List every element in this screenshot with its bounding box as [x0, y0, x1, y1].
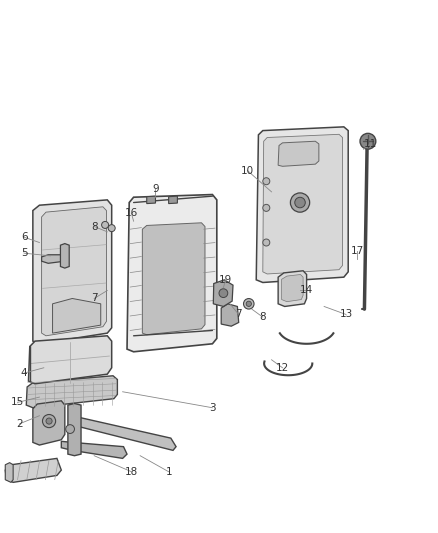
Circle shape — [66, 425, 74, 433]
Polygon shape — [169, 196, 177, 204]
Polygon shape — [61, 441, 127, 458]
Circle shape — [263, 239, 270, 246]
Text: 16: 16 — [125, 208, 138, 218]
Text: 11: 11 — [364, 139, 377, 149]
Circle shape — [246, 301, 251, 306]
Text: 5: 5 — [21, 248, 28, 258]
Circle shape — [295, 197, 305, 208]
Text: 19: 19 — [219, 275, 232, 285]
Text: 6: 6 — [21, 232, 28, 242]
Text: 9: 9 — [152, 184, 159, 194]
Circle shape — [263, 177, 270, 185]
Text: 1: 1 — [165, 467, 172, 477]
Text: 13: 13 — [339, 310, 353, 319]
Polygon shape — [26, 376, 117, 408]
Polygon shape — [5, 458, 61, 482]
Polygon shape — [42, 207, 106, 336]
Circle shape — [219, 289, 228, 297]
Text: 8: 8 — [91, 222, 98, 231]
Text: 8: 8 — [259, 312, 266, 322]
Circle shape — [42, 415, 56, 427]
Text: 10: 10 — [241, 166, 254, 175]
Polygon shape — [33, 200, 112, 344]
Text: 4: 4 — [21, 368, 28, 378]
Polygon shape — [68, 403, 81, 456]
Text: 7: 7 — [91, 294, 98, 303]
Circle shape — [46, 418, 52, 424]
Polygon shape — [142, 223, 205, 335]
Circle shape — [108, 224, 115, 232]
Text: 18: 18 — [125, 467, 138, 477]
Text: 2: 2 — [16, 419, 23, 429]
Polygon shape — [221, 304, 239, 326]
Polygon shape — [147, 196, 155, 204]
Circle shape — [290, 193, 310, 212]
Text: 15: 15 — [11, 398, 24, 407]
Polygon shape — [42, 255, 65, 263]
Polygon shape — [213, 280, 233, 306]
Text: 3: 3 — [209, 403, 216, 413]
Polygon shape — [263, 134, 343, 274]
Text: 14: 14 — [300, 286, 313, 295]
Polygon shape — [278, 271, 307, 306]
Circle shape — [102, 221, 109, 229]
Polygon shape — [127, 195, 217, 352]
Text: 7: 7 — [235, 310, 242, 319]
Polygon shape — [53, 298, 101, 333]
Polygon shape — [256, 127, 348, 282]
Circle shape — [244, 298, 254, 309]
Polygon shape — [5, 463, 13, 482]
Polygon shape — [28, 336, 112, 384]
Polygon shape — [33, 401, 65, 445]
Polygon shape — [60, 244, 69, 268]
Text: 17: 17 — [350, 246, 364, 255]
Polygon shape — [282, 274, 303, 302]
Circle shape — [360, 133, 376, 149]
Text: 12: 12 — [276, 363, 289, 373]
Polygon shape — [72, 417, 176, 450]
Polygon shape — [278, 141, 319, 166]
Circle shape — [263, 204, 270, 212]
